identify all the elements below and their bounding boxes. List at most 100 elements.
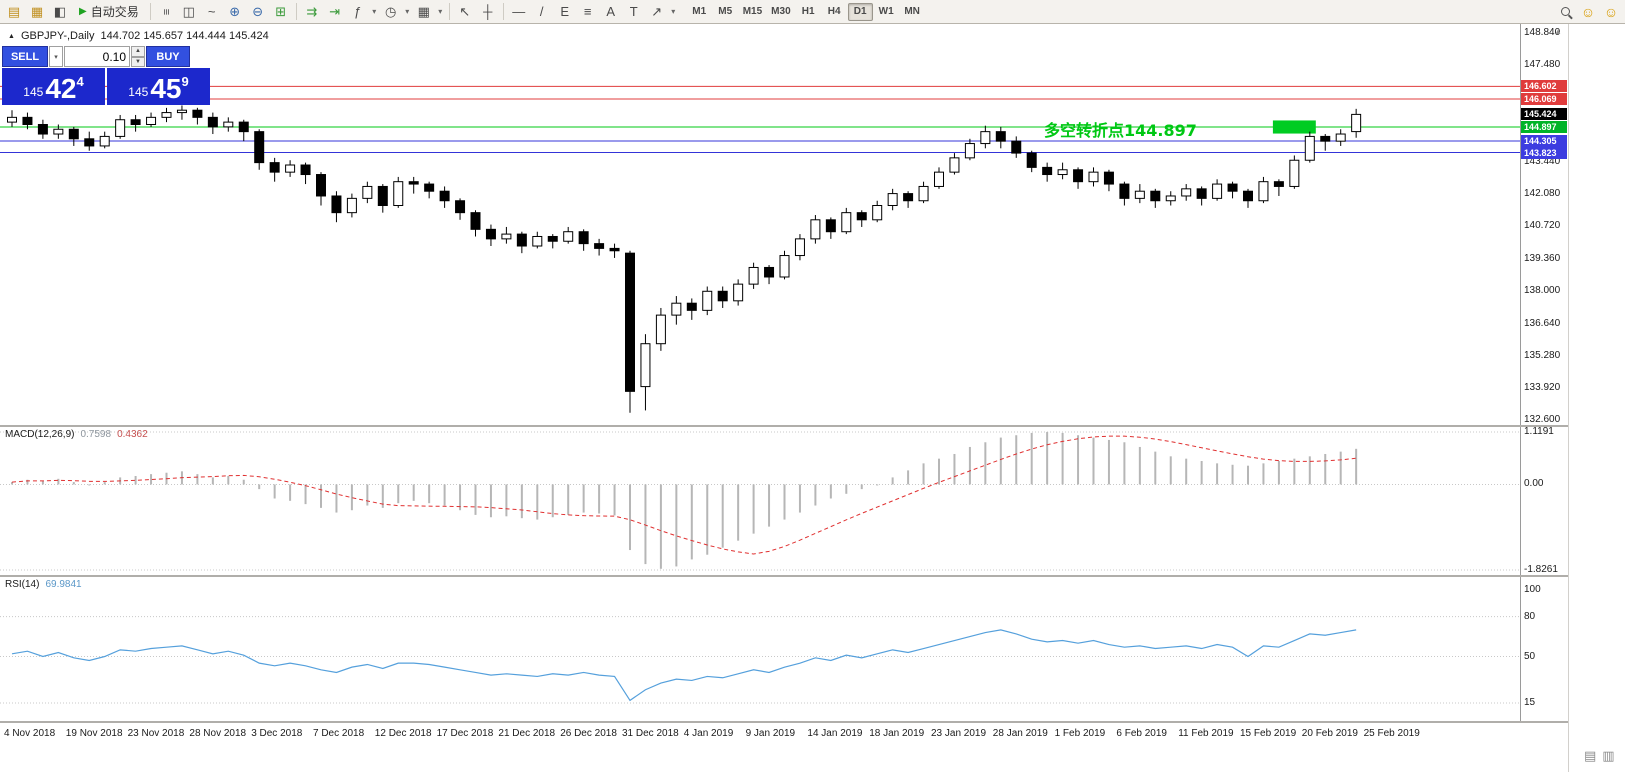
arrows-dropdown-icon[interactable]: ▾ xyxy=(671,6,676,16)
rsi-indicator-canvas[interactable] xyxy=(0,577,1520,721)
bid-price-box[interactable]: 145 42 4 xyxy=(2,68,105,105)
macd-indicator-canvas[interactable] xyxy=(0,427,1520,575)
pivot-annotation-text[interactable]: 多空转折点144.897 xyxy=(1044,121,1197,140)
ask-price-point: 9 xyxy=(181,74,189,89)
autotrading-label: 自动交易 xyxy=(90,4,139,19)
indicators-icon[interactable]: ƒ xyxy=(354,4,362,19)
macd-signal-value: 0.4362 xyxy=(117,429,148,440)
price-axis-label: 147.480 xyxy=(1524,59,1561,71)
timeframe-m15[interactable]: M15 xyxy=(742,6,763,17)
rsi-axis-splitter[interactable] xyxy=(0,721,1568,723)
timeframe-m5[interactable]: M5 xyxy=(718,6,733,17)
price-axis-label: 139.360 xyxy=(1524,252,1561,264)
magnifier-glyph xyxy=(1560,7,1570,16)
channel-tool-icon[interactable]: E xyxy=(560,4,570,19)
periods-dropdown-icon[interactable]: ▾ xyxy=(405,6,410,16)
new-order-icon[interactable]: ▤ xyxy=(7,4,21,19)
templates-dropdown-icon[interactable]: ▾ xyxy=(438,6,443,16)
autotrading-button[interactable]: ▶ 自动交易 xyxy=(72,2,146,22)
cursor-icon[interactable]: ↖ xyxy=(459,4,471,19)
main-chart-canvas[interactable] xyxy=(0,24,1520,425)
line-chart-icon[interactable]: ~ xyxy=(207,4,216,19)
macd-rsi-splitter[interactable] xyxy=(0,575,1568,577)
right-strip-border xyxy=(1568,0,1569,772)
periods-icon[interactable]: ◷ xyxy=(385,4,397,19)
chart-shift-icon[interactable]: ⇥ xyxy=(329,4,341,19)
main-macd-splitter[interactable] xyxy=(0,425,1568,427)
zoom-out-icon[interactable]: ⊖ xyxy=(252,4,264,19)
trade-controls-row: SELL ▾ ▲ ▼ BUY xyxy=(2,46,210,67)
price-axis-label: 135.280 xyxy=(1524,350,1561,362)
rsi-axis-label: 50 xyxy=(1524,650,1536,662)
buy-button[interactable]: BUY xyxy=(146,46,190,67)
timeframe-w1[interactable]: W1 xyxy=(878,6,894,17)
crosshair-icon[interactable]: ┼ xyxy=(483,4,493,19)
date-axis-label: 17 Dec 2018 xyxy=(436,728,494,739)
zoom-in-icon[interactable]: ⊕ xyxy=(229,4,241,19)
timeframe-h1[interactable]: H1 xyxy=(801,6,815,17)
symbol-marker-icon: ▲ xyxy=(8,32,15,40)
one-click-trading-panel: SELL ▾ ▲ ▼ BUY 145 42 4 145 45 9 xyxy=(2,46,210,105)
rsi-axis-label: 15 xyxy=(1524,697,1536,709)
time-axis[interactable]: 4 Nov 2018 19 Nov 2018 23 Nov 2018 28 Nov 2… xyxy=(0,724,1568,744)
community-smiley-icon[interactable]: ☺ xyxy=(1603,3,1619,20)
bid-price-pips: 42 xyxy=(45,73,77,104)
timeframe-h4[interactable]: H4 xyxy=(827,6,841,17)
volume-step-up-button[interactable]: ▲ xyxy=(131,46,145,57)
news-icon[interactable]: ▥ xyxy=(1602,748,1615,763)
date-axis-label: 4 Jan 2019 xyxy=(683,728,734,739)
templates-icon[interactable]: ▦ xyxy=(417,4,430,19)
profiles-icon[interactable]: ◧ xyxy=(53,4,67,19)
horizontal-line-tool-icon[interactable]: — xyxy=(512,4,526,19)
text-tool-icon[interactable]: A xyxy=(606,4,616,19)
new-chart-icon[interactable]: ▦ xyxy=(30,4,44,19)
timeframe-m30[interactable]: M30 xyxy=(771,6,791,17)
rsi-value: 69.9841 xyxy=(45,579,82,590)
date-axis-label: 14 Jan 2019 xyxy=(807,728,863,739)
auto-scroll-icon[interactable]: ⇉ xyxy=(306,4,318,19)
bar-chart-icon[interactable]: ≡ xyxy=(160,8,173,15)
date-axis-label: 4 Nov 2018 xyxy=(4,728,56,739)
ohlc-values-label: 144.702 145.657 144.444 145.424 xyxy=(100,30,269,42)
price-level-tag: 144.897 xyxy=(1521,120,1567,133)
volume-input[interactable] xyxy=(64,46,130,67)
price-axis-label: 132.600 xyxy=(1524,413,1561,425)
date-axis-label: 25 Feb 2019 xyxy=(1363,728,1420,739)
price-axis-label: 148.840 xyxy=(1524,27,1561,38)
chart-title: ▲ GBPJPY-,Daily 144.702 145.657 144.444 … xyxy=(8,30,269,42)
indicators-dropdown-icon[interactable]: ▾ xyxy=(372,6,377,16)
date-axis-label: 28 Jan 2019 xyxy=(992,728,1048,739)
scroll-to-end-icon[interactable]: ▲ xyxy=(1554,27,1562,36)
price-axis[interactable]: 148.840 147.480 143.440 142.080 140.720 139.3… xyxy=(1521,0,1568,772)
date-axis-label: 19 Nov 2018 xyxy=(65,728,123,739)
arrows-tool-icon[interactable]: ↗ xyxy=(651,4,663,19)
sell-button[interactable]: SELL xyxy=(2,46,48,67)
timeframe-mn[interactable]: MN xyxy=(904,6,920,17)
price-level-tag: 146.602 xyxy=(1521,80,1567,93)
price-axis-label: 140.720 xyxy=(1524,220,1561,232)
feedback-smiley-icon[interactable]: ☺ xyxy=(1580,3,1596,20)
timeframe-d1[interactable]: D1 xyxy=(847,2,873,21)
label-tool-icon[interactable]: T xyxy=(629,4,638,19)
ask-price-box[interactable]: 145 45 9 xyxy=(107,68,210,105)
rsi-label: RSI(14) 69.9841 xyxy=(5,579,82,590)
macd-axis-label: -1.8261 xyxy=(1524,564,1558,575)
trade-prices-row: 145 42 4 145 45 9 xyxy=(2,68,210,105)
toolbar-separator xyxy=(149,3,151,20)
macd-axis-label: 1.1191 xyxy=(1524,426,1554,437)
price-axis-label: 142.080 xyxy=(1524,188,1561,200)
macd-label: MACD(12,26,9) 0.7598 0.4362 xyxy=(5,429,148,440)
trendline-tool-icon[interactable]: / xyxy=(539,4,544,19)
fibonacci-tool-icon[interactable]: ≡ xyxy=(583,4,592,19)
volume-dropdown-button[interactable]: ▾ xyxy=(49,46,63,67)
timeframe-m1[interactable]: M1 xyxy=(692,6,707,17)
candlestick-chart-icon[interactable]: ◫ xyxy=(182,4,195,19)
notification-icon[interactable]: ▤ xyxy=(1584,748,1597,763)
search-icon[interactable] xyxy=(1554,2,1576,22)
price-axis-label: 133.920 xyxy=(1524,382,1561,394)
volume-step-down-button[interactable]: ▼ xyxy=(131,56,145,67)
volume-stepper: ▲ ▼ xyxy=(131,46,145,67)
tile-windows-icon[interactable]: ⊞ xyxy=(275,4,287,19)
date-axis-label: 31 Dec 2018 xyxy=(622,728,679,739)
